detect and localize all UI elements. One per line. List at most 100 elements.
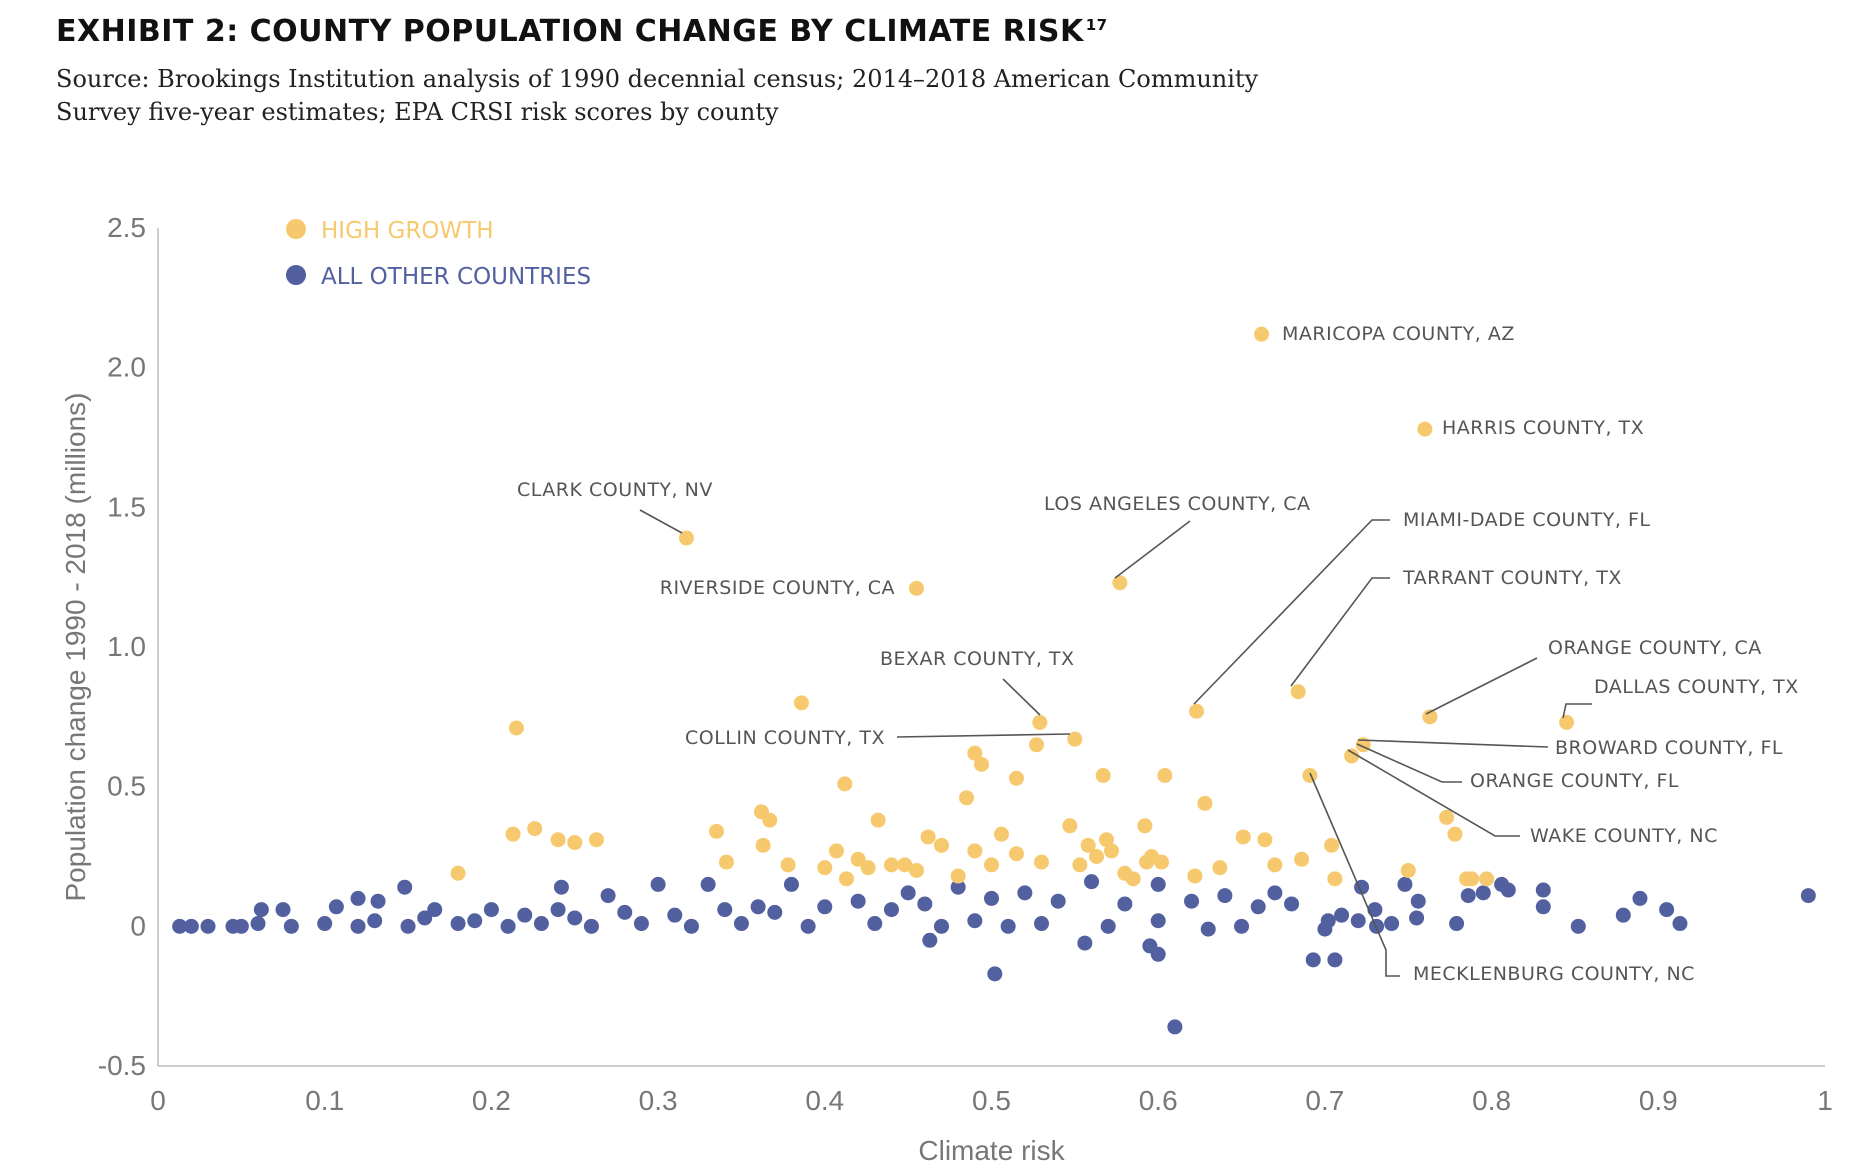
data-point-other	[397, 879, 413, 895]
data-point-high-growth	[994, 826, 1010, 842]
annotation-leader-line	[1193, 519, 1390, 705]
data-point-other	[667, 907, 683, 923]
data-point-high-growth	[1072, 857, 1088, 873]
data-point-high-growth	[1032, 714, 1048, 730]
data-point-other	[1659, 902, 1675, 918]
data-point-other	[417, 910, 433, 926]
data-point-high-growth	[950, 868, 966, 884]
data-point-other	[650, 876, 666, 892]
data-point-other	[967, 913, 983, 929]
data-point-other	[1305, 952, 1321, 968]
data-point-other	[1167, 1019, 1183, 1035]
chart-axes: 2.52.01.51.00.50-0.50 0.1 0.2 0.3 0.4 0.5 0.6 0…	[60, 212, 1833, 1166]
annotation-label: MIAMI-DADE COUNTY, FL	[1403, 509, 1650, 531]
annotation-leader-line	[1309, 772, 1400, 977]
annotation-label: TARRANT COUNTY, TX	[1402, 567, 1622, 589]
title-footnote: 17	[1085, 16, 1108, 34]
data-point-high-growth	[678, 530, 694, 546]
data-point-high-growth	[762, 812, 778, 828]
data-point-high-growth	[588, 832, 604, 848]
data-point-other	[567, 910, 583, 926]
annotation-label: WAKE COUNTY, NC	[1530, 825, 1718, 847]
data-point-other	[733, 916, 749, 932]
data-point-other	[400, 918, 416, 934]
data-point-other	[800, 918, 816, 934]
data-point-high-growth	[1235, 829, 1251, 845]
data-point-other	[172, 918, 188, 934]
annotation-leader-line	[1356, 743, 1462, 783]
data-point-other	[550, 902, 566, 918]
data-point-other	[1350, 913, 1366, 929]
data-point-other	[1535, 899, 1551, 915]
data-point-high-growth	[1559, 714, 1575, 730]
data-point-other	[867, 916, 883, 932]
data-point-other	[987, 966, 1003, 982]
x-tick-label: 0.8	[1472, 1085, 1511, 1116]
x-axis-title: Climate risk	[918, 1135, 1065, 1166]
data-point-other	[1250, 899, 1266, 915]
data-point-other	[1150, 876, 1166, 892]
data-point-other	[1317, 921, 1333, 937]
data-point-other	[1100, 918, 1116, 934]
data-point-other	[200, 918, 216, 934]
data-point-high-growth	[870, 812, 886, 828]
data-point-high-growth	[508, 720, 524, 736]
data-point-other	[1077, 935, 1093, 951]
legend-marker-other	[286, 265, 306, 285]
annotation-label: RIVERSIDE COUNTY, CA	[660, 577, 895, 599]
data-point-other	[427, 902, 443, 918]
data-point-other	[1800, 888, 1816, 904]
chart-header: EXHIBIT 2: COUNTY POPULATION CHANGE BY C…	[56, 14, 1816, 129]
data-point-other	[367, 913, 383, 929]
data-point-other	[350, 890, 366, 906]
annotation-leader-line	[1347, 749, 1520, 837]
data-point-high-growth	[1294, 851, 1310, 867]
data-point-other	[1449, 916, 1465, 932]
data-point-high-growth	[908, 862, 924, 878]
data-point-high-growth	[567, 835, 583, 851]
data-point-high-growth	[793, 695, 809, 711]
data-point-other	[1500, 882, 1516, 898]
annotation-leader-line	[1562, 703, 1592, 719]
data-point-high-growth	[1099, 832, 1115, 848]
data-point-high-growth	[708, 823, 724, 839]
x-tick-label: 0.1	[305, 1085, 344, 1116]
data-point-other	[984, 890, 999, 906]
data-point-high-growth	[1327, 871, 1343, 887]
data-point-other	[275, 902, 291, 918]
data-point-other	[517, 907, 533, 923]
data-point-high-growth	[837, 776, 853, 792]
annotation-label: LOS ANGELES COUNTY, CA	[1044, 493, 1311, 515]
data-point-other	[1327, 952, 1343, 968]
data-point-other	[233, 918, 249, 934]
data-point-other	[1017, 885, 1033, 901]
annotation-leader-line	[1002, 678, 1041, 716]
x-tick-label: 0.7	[1305, 1085, 1344, 1116]
data-point-high-growth	[838, 871, 854, 887]
data-point-high-growth	[1479, 871, 1495, 887]
data-point-other	[370, 893, 386, 909]
annotation-label: BROWARD COUNTY, FL	[1555, 737, 1783, 759]
chart-source: Source: Brookings Institution analysis o…	[56, 63, 1386, 129]
data-point-high-growth	[1104, 843, 1120, 859]
x-tick-label: 0.6	[1139, 1085, 1178, 1116]
legend-label-other: ALL OTHER COUNTRIES	[321, 264, 591, 290]
y-tick-label: -0.5	[98, 1050, 146, 1081]
data-point-other	[1284, 896, 1300, 912]
data-point-high-growth	[933, 837, 949, 853]
data-point-other	[1409, 910, 1425, 926]
annotation-label: MARICOPA COUNTY, AZ	[1282, 323, 1515, 345]
data-point-high-growth	[920, 829, 936, 845]
data-point-other	[1200, 921, 1216, 937]
annotation-leader-line	[1290, 577, 1390, 687]
data-point-other	[253, 902, 269, 918]
data-point-other	[1234, 918, 1250, 934]
data-point-high-growth	[1290, 684, 1306, 700]
data-point-high-growth	[755, 837, 771, 853]
data-point-other	[617, 904, 633, 920]
data-point-other	[717, 902, 733, 918]
data-point-other	[1367, 902, 1383, 918]
annotation-leader-line	[1425, 657, 1538, 715]
chart-title: EXHIBIT 2: COUNTY POPULATION CHANGE BY C…	[56, 14, 1816, 49]
data-point-high-growth	[1400, 862, 1416, 878]
